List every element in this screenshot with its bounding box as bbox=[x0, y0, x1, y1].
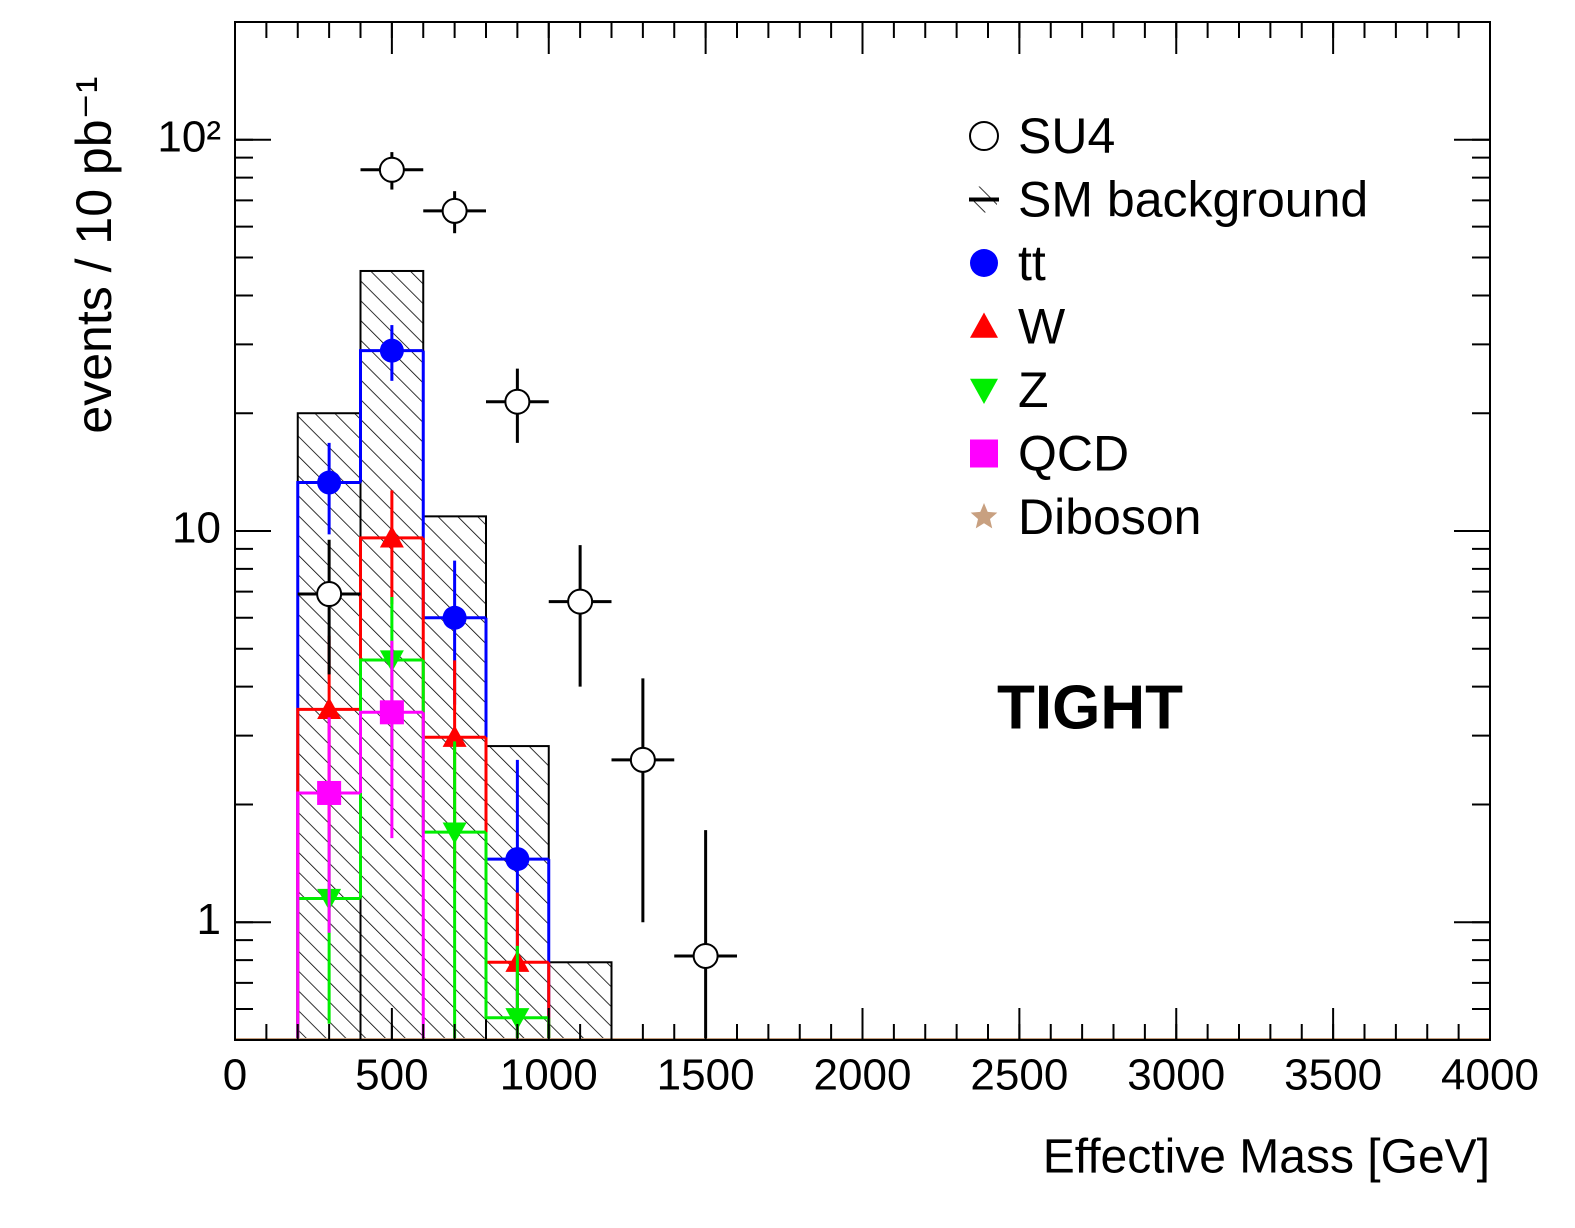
legend-label: SU4 bbox=[1018, 108, 1115, 164]
marker bbox=[442, 822, 467, 845]
x-tick-label: 3000 bbox=[1127, 1051, 1225, 1100]
y-tick-label: 1 bbox=[197, 895, 221, 944]
legend-marker bbox=[970, 439, 998, 468]
marker bbox=[692, 942, 719, 969]
x-tick-label: 500 bbox=[355, 1051, 428, 1100]
legend-label: SM background bbox=[1018, 172, 1368, 228]
legend-marker bbox=[969, 121, 999, 151]
legend-marker bbox=[970, 249, 998, 277]
marker bbox=[442, 605, 467, 630]
marker bbox=[379, 700, 404, 725]
marker bbox=[504, 388, 531, 415]
legend-marker bbox=[970, 503, 998, 529]
marker bbox=[316, 581, 343, 608]
legend-marker bbox=[970, 312, 998, 338]
marker bbox=[505, 847, 530, 872]
series-step bbox=[359, 536, 424, 710]
x-tick-label: 1000 bbox=[500, 1051, 598, 1100]
marker bbox=[317, 780, 342, 805]
x-tick-label: 3500 bbox=[1284, 1051, 1382, 1100]
legend-marker bbox=[970, 378, 998, 404]
series-step bbox=[484, 832, 549, 1020]
legend-label: tt bbox=[1018, 235, 1046, 291]
plot-area bbox=[296, 152, 737, 1040]
legend-label: Diboson bbox=[1018, 489, 1201, 545]
y-tick-label: 10 bbox=[172, 504, 221, 553]
marker bbox=[379, 525, 404, 548]
marker bbox=[378, 156, 405, 183]
x-tick-label: 0 bbox=[223, 1051, 247, 1100]
marker bbox=[317, 697, 342, 719]
marker bbox=[317, 470, 342, 495]
x-tick-label: 1500 bbox=[657, 1051, 755, 1100]
marker bbox=[505, 1008, 530, 1030]
series-step bbox=[359, 658, 424, 899]
marker bbox=[441, 197, 468, 224]
x-tick-label: 2500 bbox=[970, 1051, 1068, 1100]
marker bbox=[567, 588, 594, 615]
x-tick-label: 4000 bbox=[1441, 1051, 1539, 1100]
annotation: TIGHT bbox=[997, 673, 1183, 742]
y-axis-title: events / 10 pb⁻¹ bbox=[66, 76, 122, 433]
marker bbox=[379, 338, 404, 363]
x-tick-label: 2000 bbox=[814, 1051, 912, 1100]
legend-label: QCD bbox=[1018, 426, 1129, 482]
legend-label: W bbox=[1018, 299, 1066, 355]
y-tick-label: 10² bbox=[157, 112, 221, 161]
marker bbox=[629, 746, 656, 773]
legend-label: Z bbox=[1018, 362, 1049, 418]
marker bbox=[442, 725, 467, 747]
x-axis-title: Effective Mass [GeV] bbox=[1043, 1131, 1490, 1184]
